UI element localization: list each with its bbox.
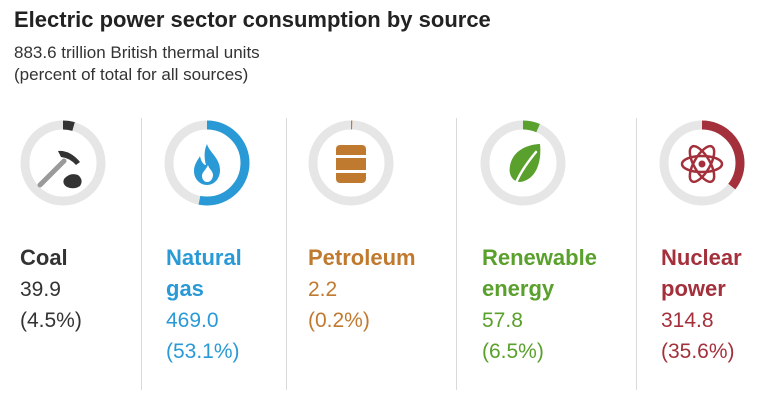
coal-ring xyxy=(20,120,106,206)
coal-value-block: 39.9 (4.5%) xyxy=(20,274,82,336)
coal-label-line1: Coal xyxy=(20,245,68,270)
renewable-energy-value: 57.8 xyxy=(482,309,523,332)
renewable-energy-label-line1: Renewable xyxy=(482,245,597,270)
nuclear-power-value: 314.8 xyxy=(661,309,714,332)
coal-percent: (4.5%) xyxy=(20,309,82,332)
natural-gas-ring-arc xyxy=(164,120,250,206)
natural-gas-flame-icon xyxy=(194,144,220,185)
natural-gas-value-block: 469.0 (53.1%) xyxy=(166,305,240,367)
petroleum-value: 2.2 xyxy=(308,278,338,301)
renewable-energy-ring-arc xyxy=(480,120,566,206)
nuclear-power-value-block: 314.8 (35.6%) xyxy=(661,305,735,367)
coal-ring-arc xyxy=(20,120,106,206)
petroleum-percent: (0.2%) xyxy=(308,309,370,332)
natural-gas-label-line1: Natural xyxy=(166,245,242,270)
nuclear-power-label-line2: power xyxy=(661,276,726,301)
renewable-energy-ring xyxy=(480,120,566,206)
renewable-leaf-icon xyxy=(509,144,541,190)
nuclear-power-label: Nuclear power xyxy=(661,242,742,304)
coal-icon xyxy=(37,150,82,189)
petroleum-barrel-icon xyxy=(335,145,367,183)
natural-gas-label: Natural gas xyxy=(166,242,242,304)
nuclear-atom-icon xyxy=(680,144,724,184)
nuclear-power-percent: (35.6%) xyxy=(661,340,735,363)
chart-subtitle: 883.6 trillion British thermal units (pe… xyxy=(14,42,260,86)
natural-gas-ring xyxy=(164,120,250,206)
column-divider xyxy=(141,118,142,390)
petroleum-value-block: 2.2 (0.2%) xyxy=(308,274,370,336)
nuclear-power-ring-arc xyxy=(659,120,745,206)
natural-gas-percent: (53.1%) xyxy=(166,340,240,363)
renewable-energy-label: Renewable energy xyxy=(482,242,597,304)
petroleum-label: Petroleum xyxy=(308,242,416,273)
nuclear-power-label-line1: Nuclear xyxy=(661,245,742,270)
subtitle-percent-note: (percent of total for all sources) xyxy=(14,65,249,84)
renewable-energy-value-block: 57.8 (6.5%) xyxy=(482,305,544,367)
petroleum-ring-arc xyxy=(308,120,394,206)
petroleum-ring xyxy=(308,120,394,206)
renewable-energy-label-line2: energy xyxy=(482,276,555,301)
natural-gas-value: 469.0 xyxy=(166,309,219,332)
nuclear-power-ring xyxy=(659,120,745,206)
renewable-energy-percent: (6.5%) xyxy=(482,340,544,363)
petroleum-label-line1: Petroleum xyxy=(308,245,416,270)
natural-gas-label-line2: gas xyxy=(166,276,204,301)
column-divider xyxy=(456,118,457,390)
subtitle-units: 883.6 trillion British thermal units xyxy=(14,43,260,62)
column-divider xyxy=(636,118,637,390)
coal-label: Coal xyxy=(20,242,68,273)
column-divider xyxy=(286,118,287,390)
coal-value: 39.9 xyxy=(20,278,61,301)
chart-title: Electric power sector consumption by sou… xyxy=(14,7,491,32)
